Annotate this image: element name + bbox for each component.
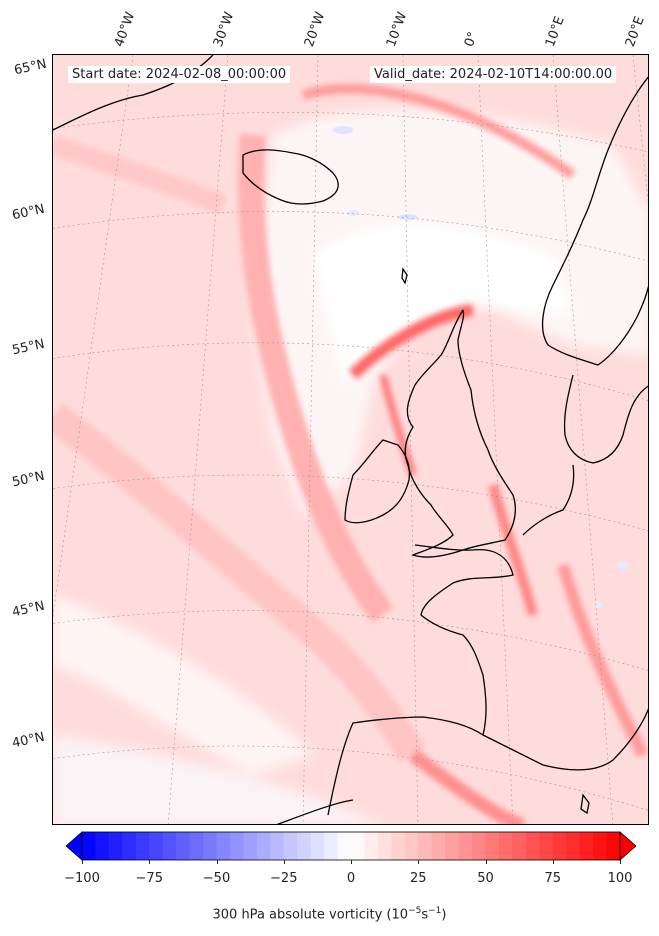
start-date-label: Start date: 2024-02-08_00:00:00 bbox=[68, 66, 291, 83]
colorbar-max-arrow bbox=[619, 831, 636, 861]
lowlands-coast bbox=[522, 464, 575, 536]
colorbar-step bbox=[525, 832, 540, 860]
colorbar-step bbox=[256, 832, 271, 860]
colorbar-tick-mark bbox=[283, 860, 285, 864]
map-panel bbox=[52, 54, 649, 825]
valid-date-label: Valid_date: 2024-02-10T14:00:00.00 bbox=[370, 66, 617, 83]
colorbar-step bbox=[243, 832, 258, 860]
colorbar-step bbox=[310, 832, 325, 860]
iceland-coast bbox=[242, 149, 339, 205]
great-britain-coast bbox=[404, 309, 516, 558]
colorbar-step bbox=[539, 832, 554, 860]
faroe-coast bbox=[401, 267, 408, 285]
lon-label-0: 0° bbox=[461, 29, 482, 49]
lat-label-55n: 55°N bbox=[10, 336, 46, 359]
colorbar-step bbox=[351, 832, 365, 860]
vorticity-bands bbox=[53, 83, 648, 824]
lat-label-45n: 45°N bbox=[10, 598, 46, 621]
colorbar bbox=[66, 831, 636, 861]
colorbar-step bbox=[82, 832, 96, 860]
colorbar-step bbox=[324, 832, 339, 860]
colorbar-step bbox=[229, 832, 244, 860]
lon-label-10e: 10°E bbox=[542, 14, 568, 50]
colorbar-label: 300 hPa absolute vorticity (10−5s−1) bbox=[212, 906, 447, 923]
colorbar-step bbox=[189, 832, 204, 860]
colorbar-tick-label: 25 bbox=[409, 871, 427, 886]
colorbar-step bbox=[377, 832, 392, 860]
colorbar-tick-label: −100 bbox=[64, 871, 100, 886]
colorbar-tick-mark bbox=[149, 860, 151, 864]
colorbar-step bbox=[418, 832, 433, 860]
france-iberia-coast bbox=[327, 544, 514, 816]
colorbar-tick-mark bbox=[216, 860, 218, 864]
colorbar-step bbox=[283, 832, 298, 860]
colorbar-tick-mark bbox=[351, 860, 352, 864]
colorbar-step bbox=[216, 832, 231, 860]
colorbar-step bbox=[431, 832, 446, 860]
colorbar-tick-mark bbox=[82, 860, 83, 864]
colorbar-step bbox=[108, 832, 123, 860]
colorbar-step bbox=[472, 832, 486, 860]
colorbar-step bbox=[95, 832, 110, 860]
denmark-baltic-coast bbox=[563, 374, 648, 464]
colorbar-step bbox=[122, 832, 137, 860]
lon-label-20w: 20°W bbox=[301, 10, 329, 49]
corsica-coast bbox=[580, 793, 590, 815]
colorbar-tick-label: 50 bbox=[477, 871, 494, 886]
colorbar-step bbox=[203, 832, 217, 860]
lon-label-30w: 30°W bbox=[210, 10, 238, 49]
colorbar-step bbox=[445, 832, 460, 860]
colorbar-steps bbox=[82, 832, 621, 860]
colorbar-step bbox=[135, 832, 150, 860]
colorbar-tick-label: −75 bbox=[135, 871, 163, 886]
colorbar-tick-label: 100 bbox=[607, 871, 633, 886]
lat-label-50n: 50°N bbox=[10, 468, 46, 491]
colorbar-step bbox=[593, 832, 608, 860]
colorbar-step bbox=[176, 832, 191, 860]
lat-label-40n: 40°N bbox=[10, 729, 46, 752]
colorbar-step bbox=[512, 832, 527, 860]
colorbar-step bbox=[498, 832, 513, 860]
colorbar-step bbox=[337, 832, 352, 860]
colorbar-step bbox=[485, 832, 500, 860]
graticule bbox=[53, 55, 648, 824]
colorbar-tick-mark bbox=[418, 860, 420, 864]
colorbar-step bbox=[162, 832, 177, 860]
colorbar-tick-label: 0 bbox=[346, 871, 356, 886]
colorbar-step bbox=[404, 832, 419, 860]
scandinavia-coast bbox=[541, 76, 648, 366]
lat-label-60n: 60°N bbox=[10, 201, 46, 224]
lon-label-10w: 10°W bbox=[383, 10, 411, 49]
ireland-coast bbox=[344, 439, 411, 524]
colorbar-step bbox=[149, 832, 164, 860]
colorbar-step bbox=[552, 832, 567, 860]
colorbar-step bbox=[297, 832, 312, 860]
colorbar-tick-label: −25 bbox=[270, 871, 298, 886]
colorbar-tick-mark bbox=[552, 860, 554, 864]
coastlines bbox=[53, 55, 648, 824]
colorbar-step bbox=[270, 832, 285, 860]
mediterranean-coast bbox=[482, 708, 648, 771]
colorbar-step bbox=[606, 832, 621, 860]
colorbar-min-arrow bbox=[66, 831, 83, 861]
colorbar-step bbox=[391, 832, 406, 860]
colorbar-tick-mark bbox=[485, 860, 487, 864]
colorbar-step bbox=[364, 832, 379, 860]
colorbar-tick-mark bbox=[620, 860, 621, 864]
colorbar-tick-label: −50 bbox=[202, 871, 231, 886]
north-africa-coast bbox=[276, 799, 354, 824]
colorbar-step bbox=[458, 832, 473, 860]
colorbar-step bbox=[566, 832, 581, 860]
colorbar-step bbox=[579, 832, 594, 860]
colorbar-tick-label: 75 bbox=[544, 871, 562, 886]
lon-label-20e: 20°E bbox=[622, 14, 648, 50]
vorticity-map bbox=[53, 55, 648, 824]
lon-label-40w: 40°W bbox=[111, 10, 139, 49]
lat-label-65n: 65°N bbox=[12, 56, 48, 79]
